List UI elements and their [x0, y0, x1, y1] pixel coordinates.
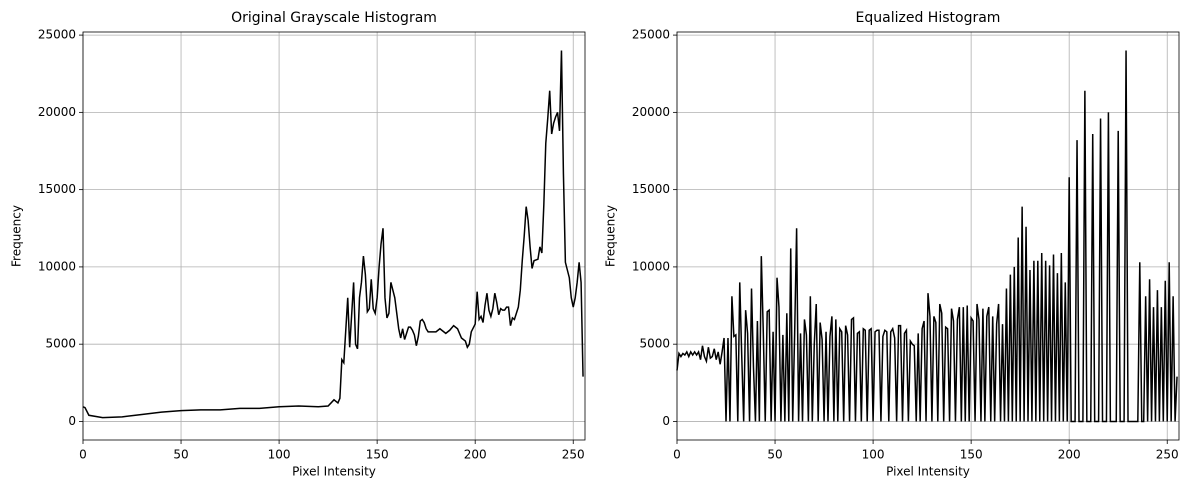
y-tick-label: 25000 [38, 28, 76, 42]
y-tick-label: 20000 [38, 105, 76, 119]
x-tick-label: 150 [366, 448, 389, 462]
axes-frame [82, 31, 586, 441]
y-tick-label: 10000 [632, 259, 670, 273]
x-axis-label: Pixel Intensity [886, 465, 970, 479]
axes-frame [676, 31, 1180, 441]
y-axis-label: Frequency [604, 205, 618, 267]
y-tick-label: 25000 [632, 28, 670, 42]
x-tick-label: 150 [960, 448, 983, 462]
x-tick-label: 100 [862, 448, 885, 462]
y-tick-label: 20000 [632, 105, 670, 119]
y-tick-label: 0 [68, 414, 76, 428]
histogram-line [676, 50, 1178, 423]
y-tick-label: 0 [662, 414, 670, 428]
y-tick-label: 5000 [639, 337, 670, 351]
y-tick-label: 15000 [38, 182, 76, 196]
x-tick-label: 250 [1156, 448, 1179, 462]
y-tick-label: 15000 [632, 182, 670, 196]
y-axis-label: Frequency [10, 205, 24, 267]
y-tick-label: 5000 [45, 337, 76, 351]
x-tick-label: 200 [1058, 448, 1081, 462]
x-tick-label: 250 [562, 448, 585, 462]
x-tick-label: 0 [79, 448, 87, 462]
x-tick-label: 0 [673, 448, 681, 462]
x-tick-label: 200 [464, 448, 487, 462]
chart-title: Equalized Histogram [856, 10, 1001, 26]
x-tick-label: 50 [767, 448, 782, 462]
histogram-line [82, 50, 584, 419]
x-axis-label: Pixel Intensity [292, 465, 376, 479]
x-tick-label: 100 [268, 448, 291, 462]
chart-title: Original Grayscale Histogram [231, 10, 437, 26]
y-tick-label: 10000 [38, 259, 76, 273]
x-tick-label: 50 [173, 448, 188, 462]
